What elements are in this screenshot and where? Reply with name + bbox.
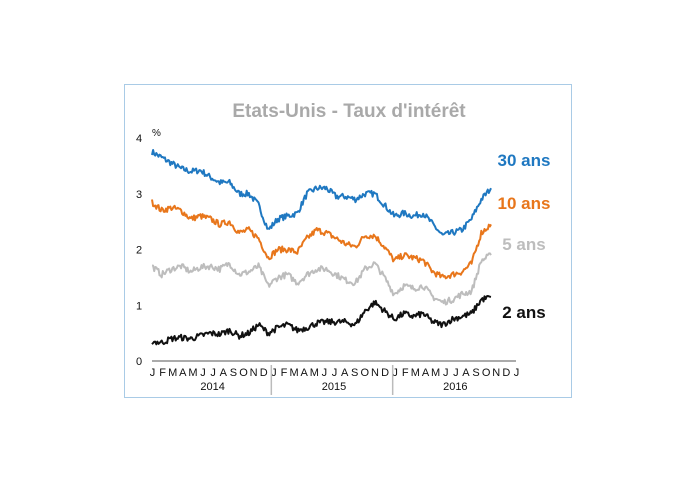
y-tick-label: 2 <box>136 245 142 257</box>
x-tick-label: S <box>472 367 479 379</box>
x-tick-label: N <box>492 367 500 379</box>
x-tick-label: J <box>322 367 328 379</box>
x-tick-label: J <box>332 367 338 379</box>
x-tick-label: D <box>502 367 510 379</box>
x-tick-label: O <box>239 367 248 379</box>
x-tick-label: O <box>361 367 370 379</box>
x-tick-label: J <box>392 367 398 379</box>
x-tick-label: M <box>411 367 420 379</box>
x-axis-year-labels: 2014 2015 2016 <box>200 381 467 393</box>
x-year-label: 2015 <box>322 381 346 393</box>
x-tick-label: O <box>482 367 491 379</box>
x-tick-label: J <box>514 367 520 379</box>
x-tick-label: N <box>371 367 379 379</box>
x-tick-label: F <box>159 367 166 379</box>
series-label: 30 ans <box>498 151 551 170</box>
x-tick-label: A <box>341 367 349 379</box>
series-line-5-ans <box>151 252 492 306</box>
y-tick-label: 1 <box>136 300 142 312</box>
y-tick-label: 3 <box>136 189 142 201</box>
x-year-label: 2014 <box>200 381 224 393</box>
x-tick-label: A <box>179 367 187 379</box>
x-year-label: 2016 <box>443 381 467 393</box>
x-tick-label: J <box>453 367 459 379</box>
x-tick-label: S <box>351 367 358 379</box>
x-tick-label: J <box>271 367 277 379</box>
series-label: 2 ans <box>502 303 545 322</box>
x-tick-label: F <box>402 367 409 379</box>
y-tick-label: 0 <box>136 356 142 368</box>
y-axis: 0 1 2 3 4 <box>136 133 142 368</box>
x-tick-label: S <box>230 367 237 379</box>
series-label: 10 ans <box>498 194 551 213</box>
unit-label: % <box>152 128 161 139</box>
series-lines <box>151 149 492 346</box>
series-label: 5 ans <box>502 235 545 254</box>
x-tick-label: J <box>200 367 206 379</box>
chart-title: Etats-Unis - Taux d'intérêt <box>232 101 466 122</box>
x-axis-year-separators <box>270 365 394 395</box>
x-tick-label: N <box>250 367 258 379</box>
x-tick-label: A <box>300 367 308 379</box>
x-tick-label: D <box>260 367 268 379</box>
y-tick-label: 4 <box>136 133 142 145</box>
x-tick-label: A <box>462 367 470 379</box>
x-tick-label: M <box>431 367 440 379</box>
x-tick-label: M <box>310 367 319 379</box>
x-tick-label: D <box>381 367 389 379</box>
x-tick-label: J <box>443 367 449 379</box>
x-tick-label: A <box>220 367 228 379</box>
series-line-2-ans <box>151 295 492 346</box>
x-tick-label: A <box>422 367 430 379</box>
x-tick-label: J <box>210 367 216 379</box>
x-tick-label: F <box>281 367 288 379</box>
x-tick-label: M <box>168 367 177 379</box>
x-tick-label: M <box>289 367 298 379</box>
x-tick-label: M <box>188 367 197 379</box>
series-line-10-ans <box>151 199 492 280</box>
x-tick-label: J <box>150 367 156 379</box>
series-labels: 30 ans 10 ans 5 ans 2 ans <box>498 151 551 322</box>
series-line-30-ans <box>151 149 492 236</box>
